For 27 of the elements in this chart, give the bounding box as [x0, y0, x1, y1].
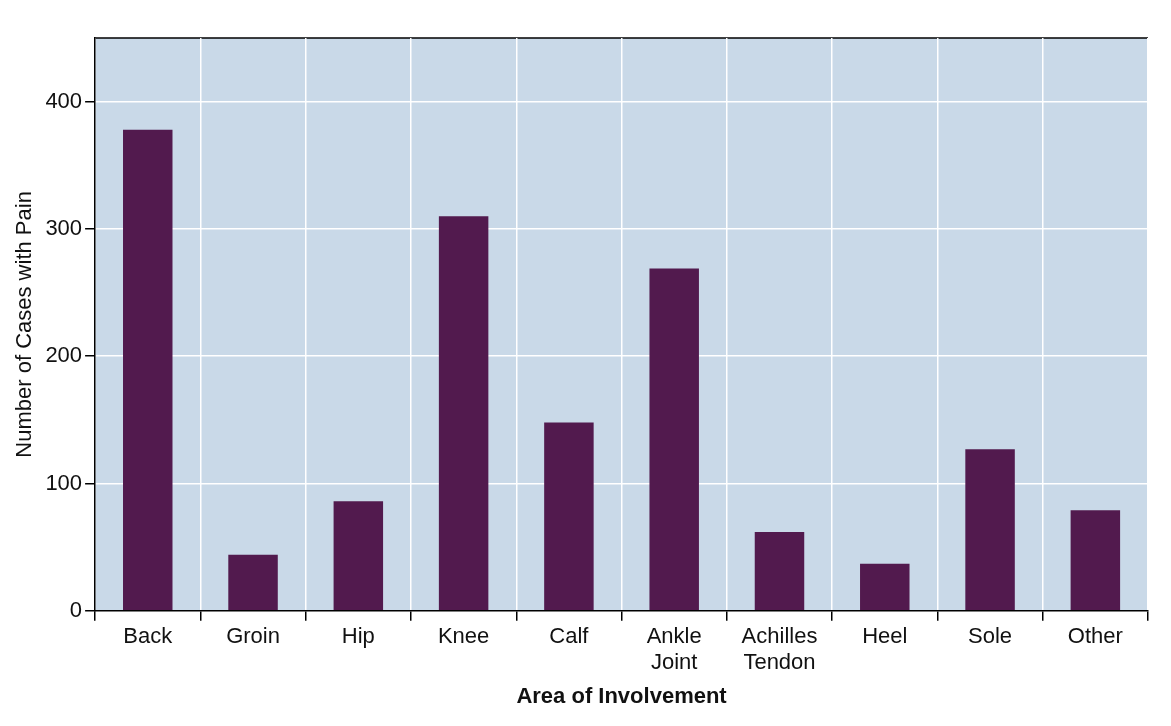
y-tick-label: 300	[45, 215, 83, 240]
x-tick-label: Back	[123, 623, 174, 649]
x-tick-label: Ankle Joint	[646, 623, 702, 675]
x-axis-title: Area of Involvement	[516, 682, 728, 708]
y-tick-label: 200	[45, 342, 83, 368]
bar	[754, 531, 805, 611]
x-tick-label: Hip	[341, 623, 375, 649]
x-tick-label: Other	[1067, 623, 1123, 649]
bar	[333, 501, 384, 611]
bar	[228, 554, 278, 611]
x-tick-label: Groin	[226, 623, 280, 649]
x-tick-label: Calf	[549, 623, 590, 649]
bar	[438, 216, 489, 611]
x-tick-label: Heel	[862, 623, 908, 649]
y-tick-label: 100	[45, 469, 83, 495]
bar	[649, 268, 699, 611]
bar	[1070, 510, 1121, 611]
bar	[544, 422, 594, 611]
bar	[965, 449, 1015, 611]
bar	[860, 563, 910, 611]
y-axis-title: Number of Cases with Pain	[11, 191, 37, 458]
x-tick-label: Knee	[437, 623, 490, 649]
bar	[123, 129, 173, 611]
y-tick-label: 0	[69, 596, 83, 622]
y-tick-label: 400	[45, 87, 83, 113]
x-tick-label: Sole	[968, 623, 1013, 649]
x-tick-label: Achilles Tendon	[741, 623, 818, 675]
